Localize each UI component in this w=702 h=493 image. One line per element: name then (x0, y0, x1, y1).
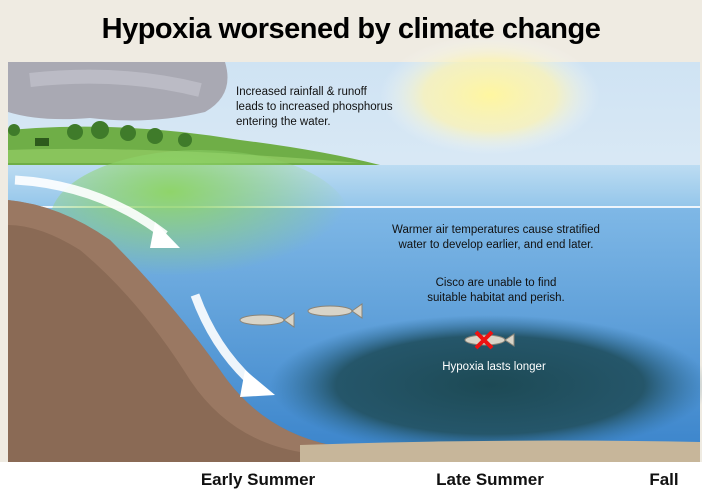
timeline-label: Fall (649, 470, 678, 489)
timeline-label: Early Summer (201, 470, 316, 489)
note-line: Cisco are unable to find (436, 277, 557, 289)
hypoxia-note: Hypoxia lasts longer (442, 361, 546, 373)
note-line: water to develop earlier, and end later. (398, 239, 594, 251)
timeline-label: Late Summer (436, 470, 544, 489)
note-line: Increased rainfall & runoff (236, 86, 368, 98)
note-line: entering the water. (236, 116, 331, 128)
note-line: suitable habitat and perish. (427, 292, 564, 304)
diagram: Hypoxia worsened by climate change Incre… (0, 0, 702, 493)
note-line: leads to increased phosphorus (236, 101, 393, 113)
note-line: Warmer air temperatures cause stratified (392, 224, 600, 236)
